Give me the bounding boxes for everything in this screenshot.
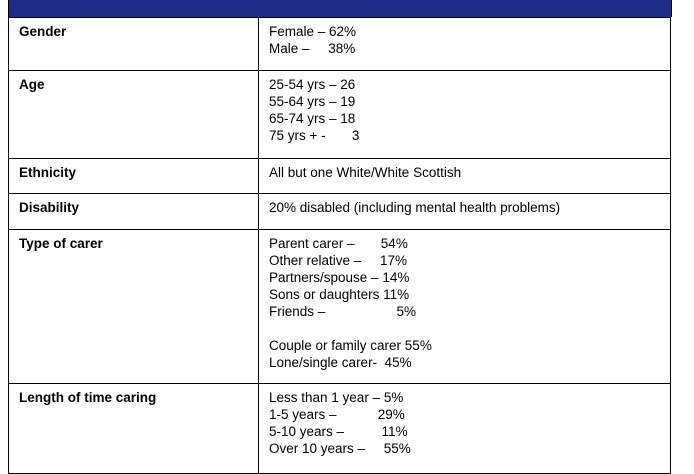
- value-line: 55-64 yrs – 19: [269, 94, 356, 109]
- row-value-type-of-carer: Parent carer – 54% Other relative – 17% …: [258, 229, 671, 384]
- value-line: Over 10 years – 55%: [269, 441, 411, 456]
- value-line: 75 yrs + - 3: [269, 128, 360, 143]
- value-line: 25-54 yrs – 26: [269, 77, 356, 92]
- respondents-table: Gender Female – 62% Male – 38% Age 25-54…: [8, 17, 671, 474]
- row-label-length-of-time-caring: Length of time caring: [8, 383, 259, 474]
- value-line: Parent carer – 54%: [269, 236, 408, 251]
- value-line: Female – 62%: [269, 24, 357, 39]
- value-line: Other relative – 17%: [269, 253, 408, 268]
- value-line: 1-5 years – 29%: [269, 407, 405, 422]
- value-line: 20% disabled (including mental health pr…: [269, 200, 561, 215]
- row-value-length-of-time-caring: Less than 1 year – 5% 1-5 years – 29% 5-…: [258, 383, 671, 474]
- row-label-disability: Disability: [8, 193, 259, 230]
- row-value-gender: Female – 62% Male – 38%: [258, 17, 671, 71]
- value-line-blank: [269, 320, 660, 337]
- table-row: Length of time caring Less than 1 year –…: [8, 383, 671, 474]
- value-line: 5-10 years – 11%: [269, 424, 408, 439]
- table-row: Gender Female – 62% Male – 38%: [8, 17, 671, 71]
- table-row: Ethnicity All but one White/White Scotti…: [8, 158, 671, 194]
- table-row: Age 25-54 yrs – 26 55-64 yrs – 19 65-74 …: [8, 70, 671, 159]
- table-row: Type of carer Parent carer – 54% Other r…: [8, 229, 671, 384]
- value-line: Sons or daughters 11%: [269, 287, 410, 302]
- value-line: Partners/spouse – 14%: [269, 270, 410, 285]
- row-label-gender: Gender: [8, 17, 259, 71]
- row-label-ethnicity: Ethnicity: [8, 158, 259, 194]
- row-label-type-of-carer: Type of carer: [8, 229, 259, 384]
- row-label-age: Age: [8, 70, 259, 159]
- value-line: Less than 1 year – 5%: [269, 390, 404, 405]
- row-value-age: 25-54 yrs – 26 55-64 yrs – 19 65-74 yrs …: [258, 70, 671, 159]
- table-row: Disability 20% disabled (including menta…: [8, 193, 671, 230]
- value-line: Male – 38%: [269, 41, 356, 56]
- value-line: Friends – 5%: [269, 304, 417, 319]
- value-line: Couple or family carer 55%: [269, 338, 432, 353]
- table-header-band: [8, 0, 672, 17]
- value-line: Lone/single carer- 45%: [269, 355, 412, 370]
- value-line: 65-74 yrs – 18: [269, 111, 356, 126]
- row-value-ethnicity: All but one White/White Scottish: [258, 158, 671, 194]
- value-line: All but one White/White Scottish: [269, 165, 462, 180]
- row-value-disability: 20% disabled (including mental health pr…: [258, 193, 671, 230]
